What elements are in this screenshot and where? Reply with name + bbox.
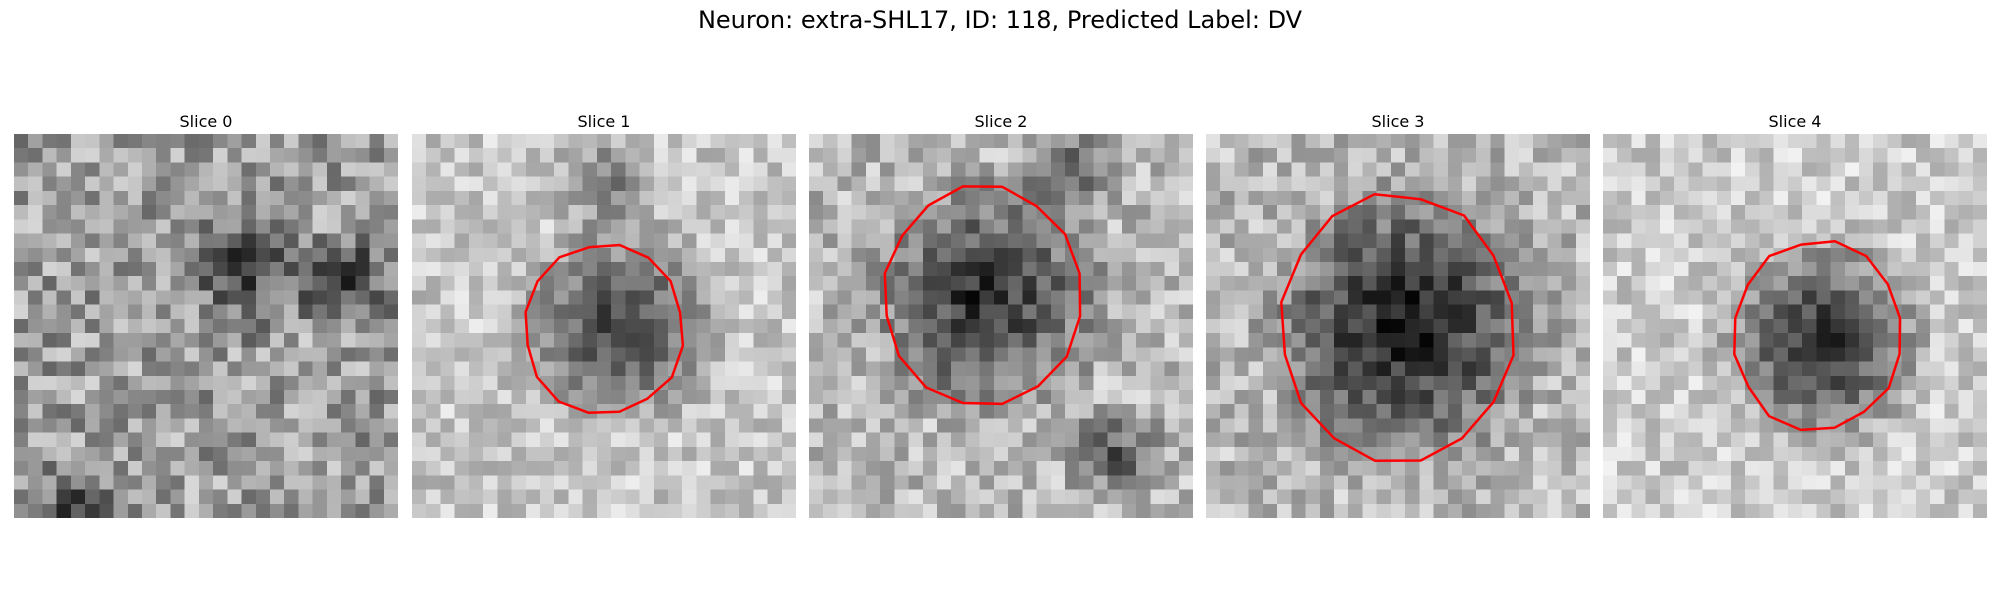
pixel-grid-1 bbox=[412, 134, 796, 518]
slice-title-2: Slice 2 bbox=[974, 112, 1028, 131]
figure-title: Neuron: extra-SHL17, ID: 118, Predicted … bbox=[697, 6, 1303, 34]
slice-panel-4: Slice 4 bbox=[1603, 110, 1987, 518]
pixel-grid-4 bbox=[1603, 134, 1987, 518]
slice-image-1 bbox=[412, 134, 796, 518]
segmentation-contour-2 bbox=[883, 185, 1082, 406]
slice-image-0 bbox=[14, 134, 398, 518]
slice-panel-0: Slice 0 bbox=[14, 110, 398, 518]
slice-title-1: Slice 1 bbox=[577, 112, 631, 131]
slice-title-3: Slice 3 bbox=[1371, 112, 1425, 131]
slice-panel-3: Slice 3 bbox=[1206, 110, 1590, 518]
slice-title-4: Slice 4 bbox=[1768, 112, 1822, 131]
slice-image-2 bbox=[809, 134, 1193, 518]
segmentation-contour-1 bbox=[524, 243, 685, 414]
slice-image-3 bbox=[1206, 134, 1590, 518]
slice-image-4 bbox=[1603, 134, 1987, 518]
pixel-grid-3 bbox=[1206, 134, 1590, 518]
pixel-grid-0 bbox=[14, 134, 398, 518]
pixel-grid-2 bbox=[809, 134, 1193, 518]
slice-panel-2: Slice 2 bbox=[809, 110, 1193, 518]
segmentation-contour-4 bbox=[1733, 239, 1902, 432]
slice-panel-1: Slice 1 bbox=[412, 110, 796, 518]
segmentation-contour-3 bbox=[1280, 192, 1515, 463]
slice-title-0: Slice 0 bbox=[179, 112, 233, 131]
